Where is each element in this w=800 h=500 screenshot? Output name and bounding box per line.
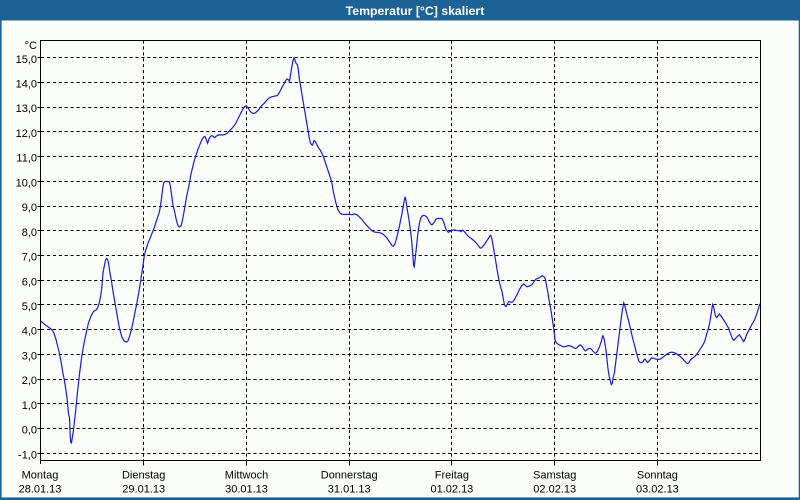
- svg-text:11,0: 11,0: [16, 153, 37, 165]
- svg-text:5,0: 5,0: [22, 301, 37, 313]
- svg-text:Samstag: Samstag: [533, 470, 576, 482]
- svg-text:13,0: 13,0: [16, 103, 37, 115]
- svg-text:29.01.13: 29.01.13: [122, 484, 165, 496]
- svg-text:6,0: 6,0: [22, 276, 37, 288]
- svg-text:1,0: 1,0: [22, 400, 37, 412]
- svg-text:-1,0: -1,0: [18, 449, 37, 461]
- svg-text:10,0: 10,0: [16, 177, 37, 189]
- svg-text:03.02.13: 03.02.13: [636, 484, 679, 496]
- svg-text:7,0: 7,0: [22, 252, 37, 264]
- svg-text:Freitag: Freitag: [435, 470, 469, 482]
- svg-text:01.02.13: 01.02.13: [430, 484, 473, 496]
- svg-text:12,0: 12,0: [16, 128, 37, 140]
- svg-text:0,0: 0,0: [22, 425, 37, 437]
- svg-text:28.01.13: 28.01.13: [19, 484, 62, 496]
- svg-text:30.01.13: 30.01.13: [225, 484, 268, 496]
- svg-text:Mittwoch: Mittwoch: [225, 470, 268, 482]
- svg-text:Montag: Montag: [22, 470, 59, 482]
- svg-text:3,0: 3,0: [22, 350, 37, 362]
- svg-text:9,0: 9,0: [22, 202, 37, 214]
- svg-text:2,0: 2,0: [22, 375, 37, 387]
- svg-text:02.02.13: 02.02.13: [533, 484, 576, 496]
- svg-text:8,0: 8,0: [22, 227, 37, 239]
- svg-text:14,0: 14,0: [16, 79, 37, 91]
- svg-text:31.01.13: 31.01.13: [328, 484, 371, 496]
- svg-text:Dienstag: Dienstag: [122, 470, 165, 482]
- svg-text:4,0: 4,0: [22, 326, 37, 338]
- svg-text:Sonntag: Sonntag: [637, 470, 678, 482]
- svg-text:°C: °C: [25, 40, 37, 52]
- svg-text:Temperatur [°C] skaliert: Temperatur [°C] skaliert: [346, 4, 485, 18]
- svg-text:15,0: 15,0: [16, 54, 37, 66]
- svg-text:Donnerstag: Donnerstag: [321, 470, 378, 482]
